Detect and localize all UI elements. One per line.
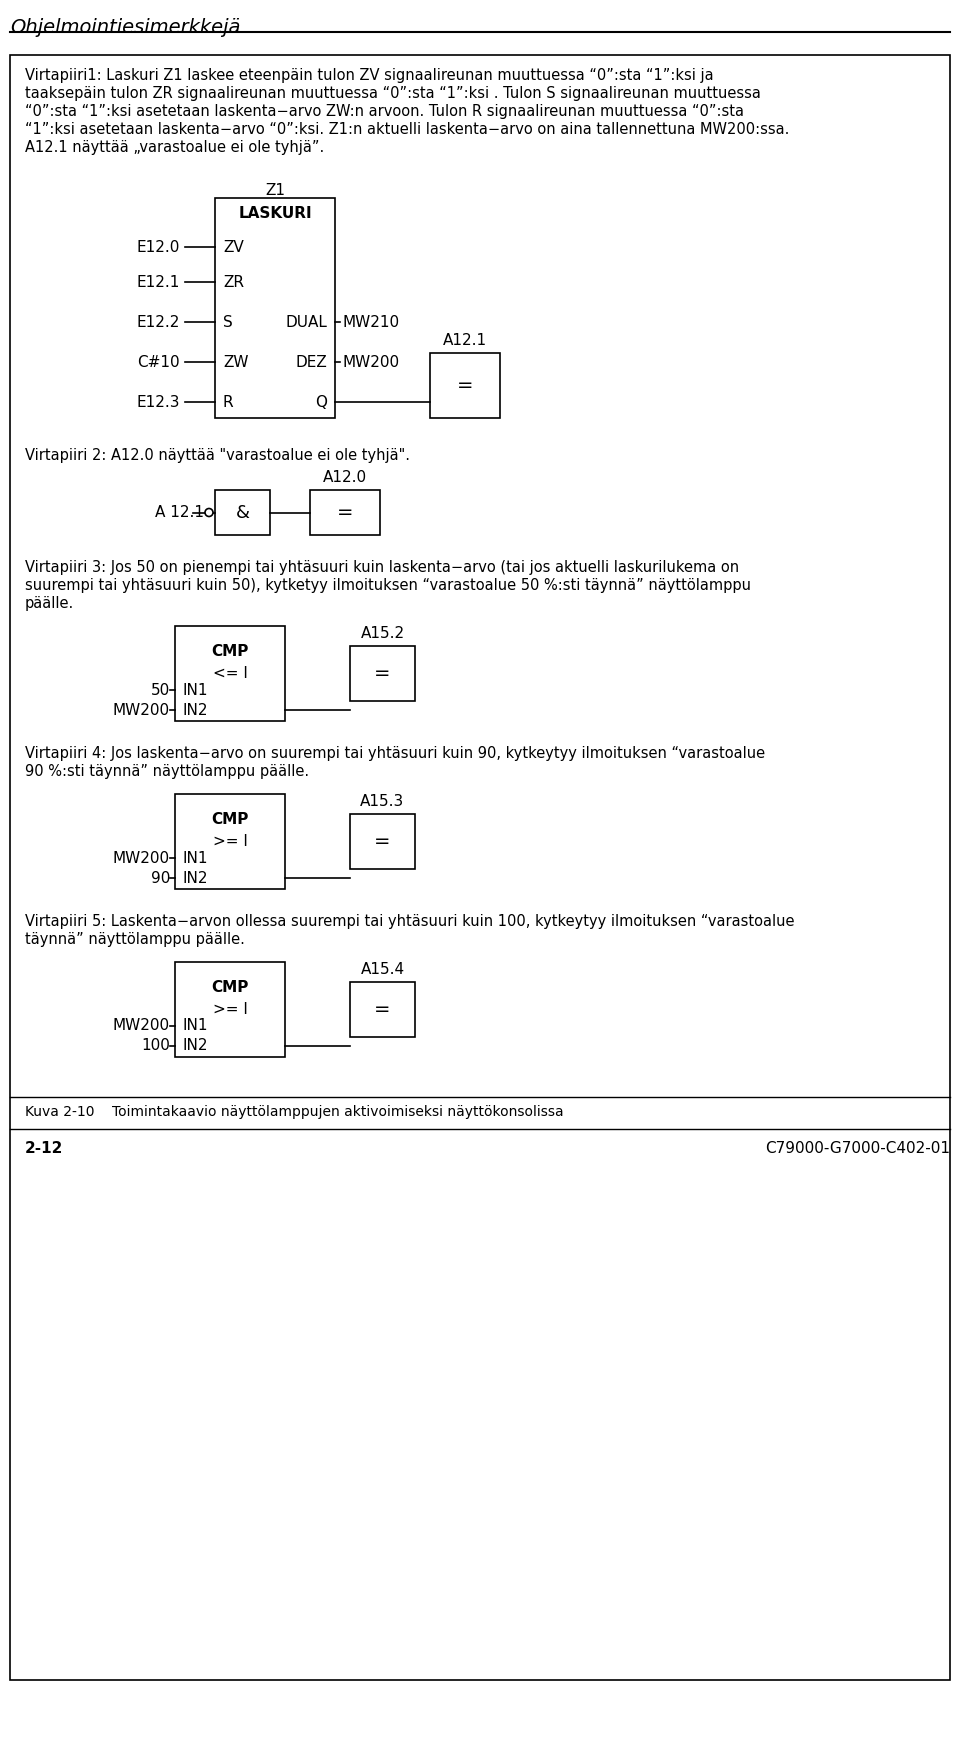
Bar	[350, 982, 415, 1038]
Text: IN1: IN1	[183, 851, 208, 865]
Circle shape	[205, 508, 213, 517]
Text: A12.1: A12.1	[443, 334, 487, 348]
Text: Virtapiiri 4: Jos laskenta−arvo on suurempi tai yhtäsuuri kuin 90, kytkeytyy ilm: Virtapiiri 4: Jos laskenta−arvo on suure…	[25, 746, 765, 762]
Text: <= I: <= I	[212, 666, 248, 681]
Text: MW200: MW200	[113, 1019, 170, 1034]
Text: CMP: CMP	[211, 645, 249, 659]
Text: DUAL: DUAL	[285, 314, 327, 330]
Text: MW200: MW200	[343, 355, 400, 370]
Bar	[215, 197, 335, 418]
Bar	[350, 646, 415, 701]
Text: IN1: IN1	[183, 1019, 208, 1034]
Text: täynnä” näyttölamppu päälle.: täynnä” näyttölamppu päälle.	[25, 931, 245, 947]
Text: =: =	[457, 376, 473, 395]
Text: Kuva 2-10    Toimintakaavio näyttölamppujen aktivoimiseksi näyttökonsolissa: Kuva 2-10 Toimintakaavio näyttölamppujen…	[25, 1106, 564, 1120]
Text: “1”:ksi asetetaan laskenta−arvo “0”:ksi. Z1:n aktuelli laskenta−arvo on aina tal: “1”:ksi asetetaan laskenta−arvo “0”:ksi.…	[25, 122, 789, 136]
Text: E12.2: E12.2	[136, 314, 180, 330]
Text: 2-12: 2-12	[25, 1141, 63, 1157]
Text: Virtapiiri 2: A12.0 näyttää "varastoalue ei ole tyhjä".: Virtapiiri 2: A12.0 näyttää "varastoalue…	[25, 447, 410, 463]
Text: 90: 90	[151, 870, 170, 886]
Text: E12.3: E12.3	[136, 395, 180, 409]
Text: ZV: ZV	[223, 239, 244, 255]
Bar	[175, 963, 285, 1057]
Text: ZW: ZW	[223, 355, 249, 370]
Text: >= I: >= I	[212, 833, 248, 849]
Text: A15.2: A15.2	[360, 625, 404, 641]
Bar	[175, 625, 285, 722]
Text: MW200: MW200	[113, 702, 170, 718]
Bar	[215, 489, 270, 535]
Text: Z1: Z1	[265, 183, 285, 197]
Text: 50: 50	[151, 683, 170, 697]
Text: Ohjelmointiesimerkkejä: Ohjelmointiesimerkkejä	[10, 17, 241, 37]
Text: =: =	[337, 503, 353, 522]
Text: suurempi tai yhtäsuuri kuin 50), kytketyy ilmoituksen “varastoalue 50 %:sti täyn: suurempi tai yhtäsuuri kuin 50), kytkety…	[25, 578, 751, 592]
Text: Virtapiiri1: Laskuri Z1 laskee eteenpäin tulon ZV signaalireunan muuttuessa “0”:: Virtapiiri1: Laskuri Z1 laskee eteenpäin…	[25, 68, 713, 84]
Text: A15.4: A15.4	[360, 963, 404, 977]
Text: S: S	[223, 314, 232, 330]
Text: A12.1 näyttää „varastoalue ei ole tyhjä”.: A12.1 näyttää „varastoalue ei ole tyhjä”…	[25, 140, 324, 155]
Text: CMP: CMP	[211, 980, 249, 996]
Text: =: =	[374, 832, 391, 851]
Text: Q: Q	[315, 395, 327, 409]
Text: >= I: >= I	[212, 1003, 248, 1017]
Text: MW210: MW210	[343, 314, 400, 330]
Text: DEZ: DEZ	[296, 355, 327, 370]
Text: IN2: IN2	[183, 870, 208, 886]
Text: =: =	[374, 664, 391, 683]
Text: A12.0: A12.0	[323, 470, 367, 486]
Text: E12.1: E12.1	[136, 274, 180, 290]
Bar	[175, 793, 285, 889]
Text: &: &	[235, 503, 250, 522]
Text: MW200: MW200	[113, 851, 170, 865]
Bar	[310, 489, 380, 535]
Bar	[430, 353, 500, 418]
Text: LASKURI: LASKURI	[238, 206, 312, 222]
Text: IN1: IN1	[183, 683, 208, 697]
Text: päälle.: päälle.	[25, 596, 74, 611]
Text: IN2: IN2	[183, 1038, 208, 1053]
Text: C79000-G7000-C402-01: C79000-G7000-C402-01	[765, 1141, 950, 1157]
Text: A15.3: A15.3	[360, 793, 404, 809]
Text: R: R	[223, 395, 233, 409]
Text: “0”:sta “1”:ksi asetetaan laskenta−arvo ZW:n arvoon. Tulon R signaalireunan muut: “0”:sta “1”:ksi asetetaan laskenta−arvo …	[25, 105, 744, 119]
Text: =: =	[374, 999, 391, 1019]
Text: taaksepäin tulon ZR signaalireunan muuttuessa “0”:sta “1”:ksi . Tulon S signaali: taaksepäin tulon ZR signaalireunan muutt…	[25, 86, 761, 101]
Text: C#10: C#10	[137, 355, 180, 370]
Text: CMP: CMP	[211, 812, 249, 826]
Text: E12.0: E12.0	[136, 239, 180, 255]
Text: ZR: ZR	[223, 274, 244, 290]
Text: 90 %:sti täynnä” näyttölamppu päälle.: 90 %:sti täynnä” näyttölamppu päälle.	[25, 763, 309, 779]
Text: 100: 100	[141, 1038, 170, 1053]
Text: A 12.1: A 12.1	[155, 505, 204, 521]
Text: IN2: IN2	[183, 702, 208, 718]
Bar	[350, 814, 415, 868]
Text: Virtapiiri 3: Jos 50 on pienempi tai yhtäsuuri kuin laskenta−arvo (tai jos aktue: Virtapiiri 3: Jos 50 on pienempi tai yht…	[25, 561, 739, 575]
Text: Virtapiiri 5: Laskenta−arvon ollessa suurempi tai yhtäsuuri kuin 100, kytkeytyy : Virtapiiri 5: Laskenta−arvon ollessa suu…	[25, 914, 795, 929]
